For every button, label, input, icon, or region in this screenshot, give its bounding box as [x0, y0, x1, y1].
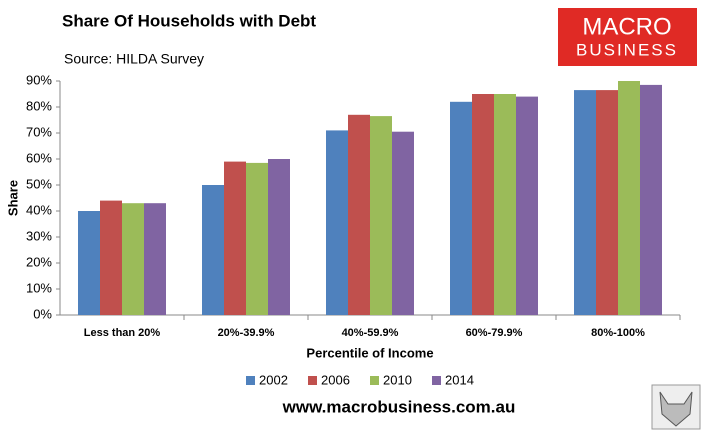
bar [202, 185, 224, 315]
bar [516, 96, 538, 315]
bar [122, 203, 144, 315]
y-tick-label: 20% [26, 254, 52, 269]
bar [472, 94, 494, 315]
legend-swatch [370, 376, 379, 385]
y-tick-label: 0% [33, 306, 52, 321]
bar [574, 90, 596, 315]
y-tick-label: 80% [26, 98, 52, 113]
y-axis-label: Share [5, 180, 20, 216]
y-tick-label: 60% [26, 150, 52, 165]
logo-text: MACRO [582, 13, 671, 40]
y-tick-label: 30% [26, 228, 52, 243]
bar [246, 162, 268, 315]
bar [268, 159, 290, 315]
bar [370, 116, 392, 315]
y-tick-label: 10% [26, 280, 52, 295]
x-tick-label: Less than 20% [84, 327, 161, 339]
x-tick-label: 40%-59.9% [342, 327, 399, 339]
bar [144, 203, 166, 315]
x-tick-label: 80%-100% [591, 327, 645, 339]
chart-title: Share Of Households with Debt [62, 11, 316, 30]
legend-label: 2010 [383, 372, 412, 387]
legend-label: 2014 [445, 372, 474, 387]
legend-label: 2002 [259, 372, 288, 387]
bar [596, 90, 618, 315]
bar [100, 200, 122, 315]
bar [618, 81, 640, 315]
logo-box [558, 8, 697, 66]
bar [326, 130, 348, 315]
bar [392, 131, 414, 315]
legend-swatch [246, 376, 255, 385]
bar [224, 161, 246, 315]
x-tick-label: 60%-79.9% [466, 327, 523, 339]
bar [348, 114, 370, 315]
bar [640, 84, 662, 316]
x-axis-label: Percentile of Income [306, 345, 433, 360]
legend-swatch [308, 376, 317, 385]
footer: www.macrobusiness.com.au [282, 397, 516, 416]
y-tick-label: 70% [26, 124, 52, 139]
bar [78, 211, 100, 315]
bar [450, 101, 472, 315]
y-tick-label: 90% [26, 72, 52, 87]
bar [494, 94, 516, 315]
y-tick-label: 40% [26, 202, 52, 217]
legend-label: 2006 [321, 372, 350, 387]
logo-text: BUSINESS [576, 40, 678, 59]
fox-icon [659, 391, 693, 427]
legend-swatch [432, 376, 441, 385]
x-tick-label: 20%-39.9% [218, 327, 275, 339]
y-tick-label: 50% [26, 176, 52, 191]
chart-subtitle: Source: HILDA Survey [64, 51, 204, 67]
